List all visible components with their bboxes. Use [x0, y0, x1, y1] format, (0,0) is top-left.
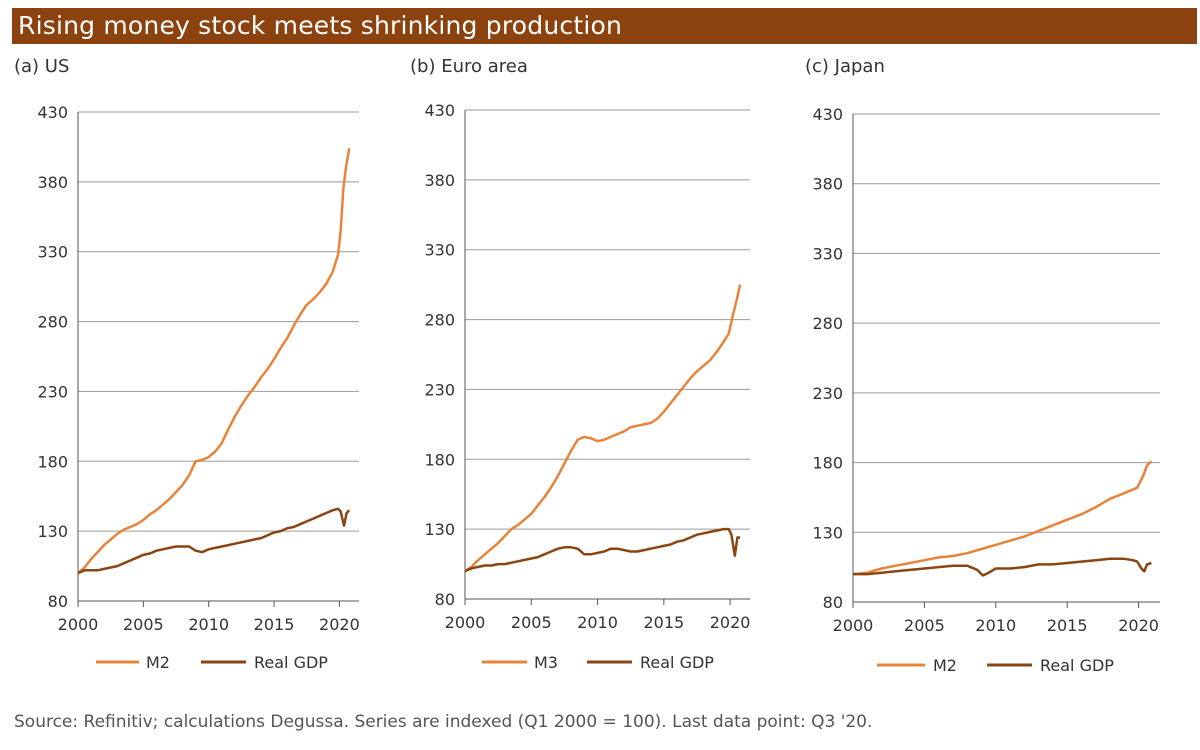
- y-tick-label: 330: [37, 243, 68, 262]
- y-tick-label: 430: [812, 105, 843, 124]
- legend-label: Real GDP: [640, 653, 714, 672]
- y-tick-label: 80: [435, 590, 455, 609]
- panel-euro-area: (b) Euro area 80 130 180 230 280 330 380 430 200…: [410, 50, 805, 690]
- panel-japan: (c) Japan 80 130 180 230 280 330 380 430 2000 200…: [805, 50, 1200, 690]
- x-tick-label: 2005: [123, 615, 164, 634]
- y-tick-label: 180: [424, 450, 455, 469]
- chart-us: 80 130 180 230 280 330 380 430 2000 2005 2010 2015 2…: [37, 103, 360, 672]
- x-tick-label: 2020: [319, 615, 360, 634]
- x-tick-label: 2015: [254, 615, 295, 634]
- legend-label: M3: [534, 653, 558, 672]
- series-line-m2: [77, 148, 351, 575]
- y-tick-label: 280: [424, 311, 455, 330]
- y-tick-label: 430: [37, 103, 68, 122]
- y-tick-label: 130: [812, 523, 843, 542]
- panel-us: (a) US 80 130 180 230 280 330 380 430 2000 2005 20…: [14, 50, 409, 690]
- chart-japan: 80 130 180 230 280 330 380 430 2000 2005 2010 2015 2…: [812, 105, 1160, 675]
- source-note: Source: Refinitiv; calculations Degussa.…: [14, 712, 873, 732]
- series-line-real-gdp: [853, 557, 1152, 577]
- y-tick-label: 280: [812, 314, 843, 333]
- panel-title-euro-area: (b) Euro area: [410, 56, 528, 77]
- x-tick-label: 2000: [833, 616, 874, 635]
- legend-label: Real GDP: [1040, 656, 1114, 675]
- y-tick-label: 330: [812, 244, 843, 263]
- x-tick-label: 2015: [643, 613, 684, 632]
- x-tick-label: 2015: [1047, 616, 1088, 635]
- x-tick-label: 2000: [58, 615, 99, 634]
- legend-label: M2: [146, 653, 170, 672]
- panel-title-japan: (c) Japan: [805, 56, 885, 77]
- y-tick-label: 280: [37, 313, 68, 332]
- x-tick-label: 2020: [1118, 616, 1159, 635]
- series-line-m3: [464, 284, 742, 573]
- y-tick-label: 230: [812, 384, 843, 403]
- x-tick-label: 2005: [511, 613, 552, 632]
- y-tick-label: 230: [37, 382, 68, 401]
- series-line-m2: [852, 460, 1153, 576]
- x-tick-label: 2005: [904, 616, 945, 635]
- y-tick-label: 230: [424, 380, 455, 399]
- y-tick-label: 380: [424, 171, 455, 190]
- y-tick-label: 80: [48, 592, 68, 611]
- x-tick-label: 2010: [975, 616, 1016, 635]
- panel-title-us: (a) US: [14, 56, 70, 77]
- x-tick-label: 2010: [577, 613, 618, 632]
- y-tick-label: 380: [37, 173, 68, 192]
- x-tick-label: 2000: [445, 613, 486, 632]
- y-tick-label: 380: [812, 175, 843, 194]
- y-tick-label: 130: [37, 522, 68, 541]
- y-tick-label: 180: [812, 454, 843, 473]
- x-tick-label: 2010: [188, 615, 229, 634]
- series-line-real-gdp: [464, 527, 741, 573]
- y-tick-label: 330: [424, 241, 455, 260]
- chart-euro-area: 80 130 180 230 280 330 380 430 2000 2005 2010 2015 2…: [424, 101, 751, 672]
- y-tick-label: 180: [37, 452, 68, 471]
- chart-title: Rising money stock meets shrinking produ…: [12, 8, 1197, 44]
- series-line-real-gdp: [77, 507, 351, 575]
- y-tick-label: 80: [823, 593, 843, 612]
- y-tick-label: 130: [424, 520, 455, 539]
- y-tick-label: 430: [424, 101, 455, 120]
- legend-label: Real GDP: [254, 653, 328, 672]
- legend-label: M2: [933, 656, 957, 675]
- x-tick-label: 2020: [710, 613, 751, 632]
